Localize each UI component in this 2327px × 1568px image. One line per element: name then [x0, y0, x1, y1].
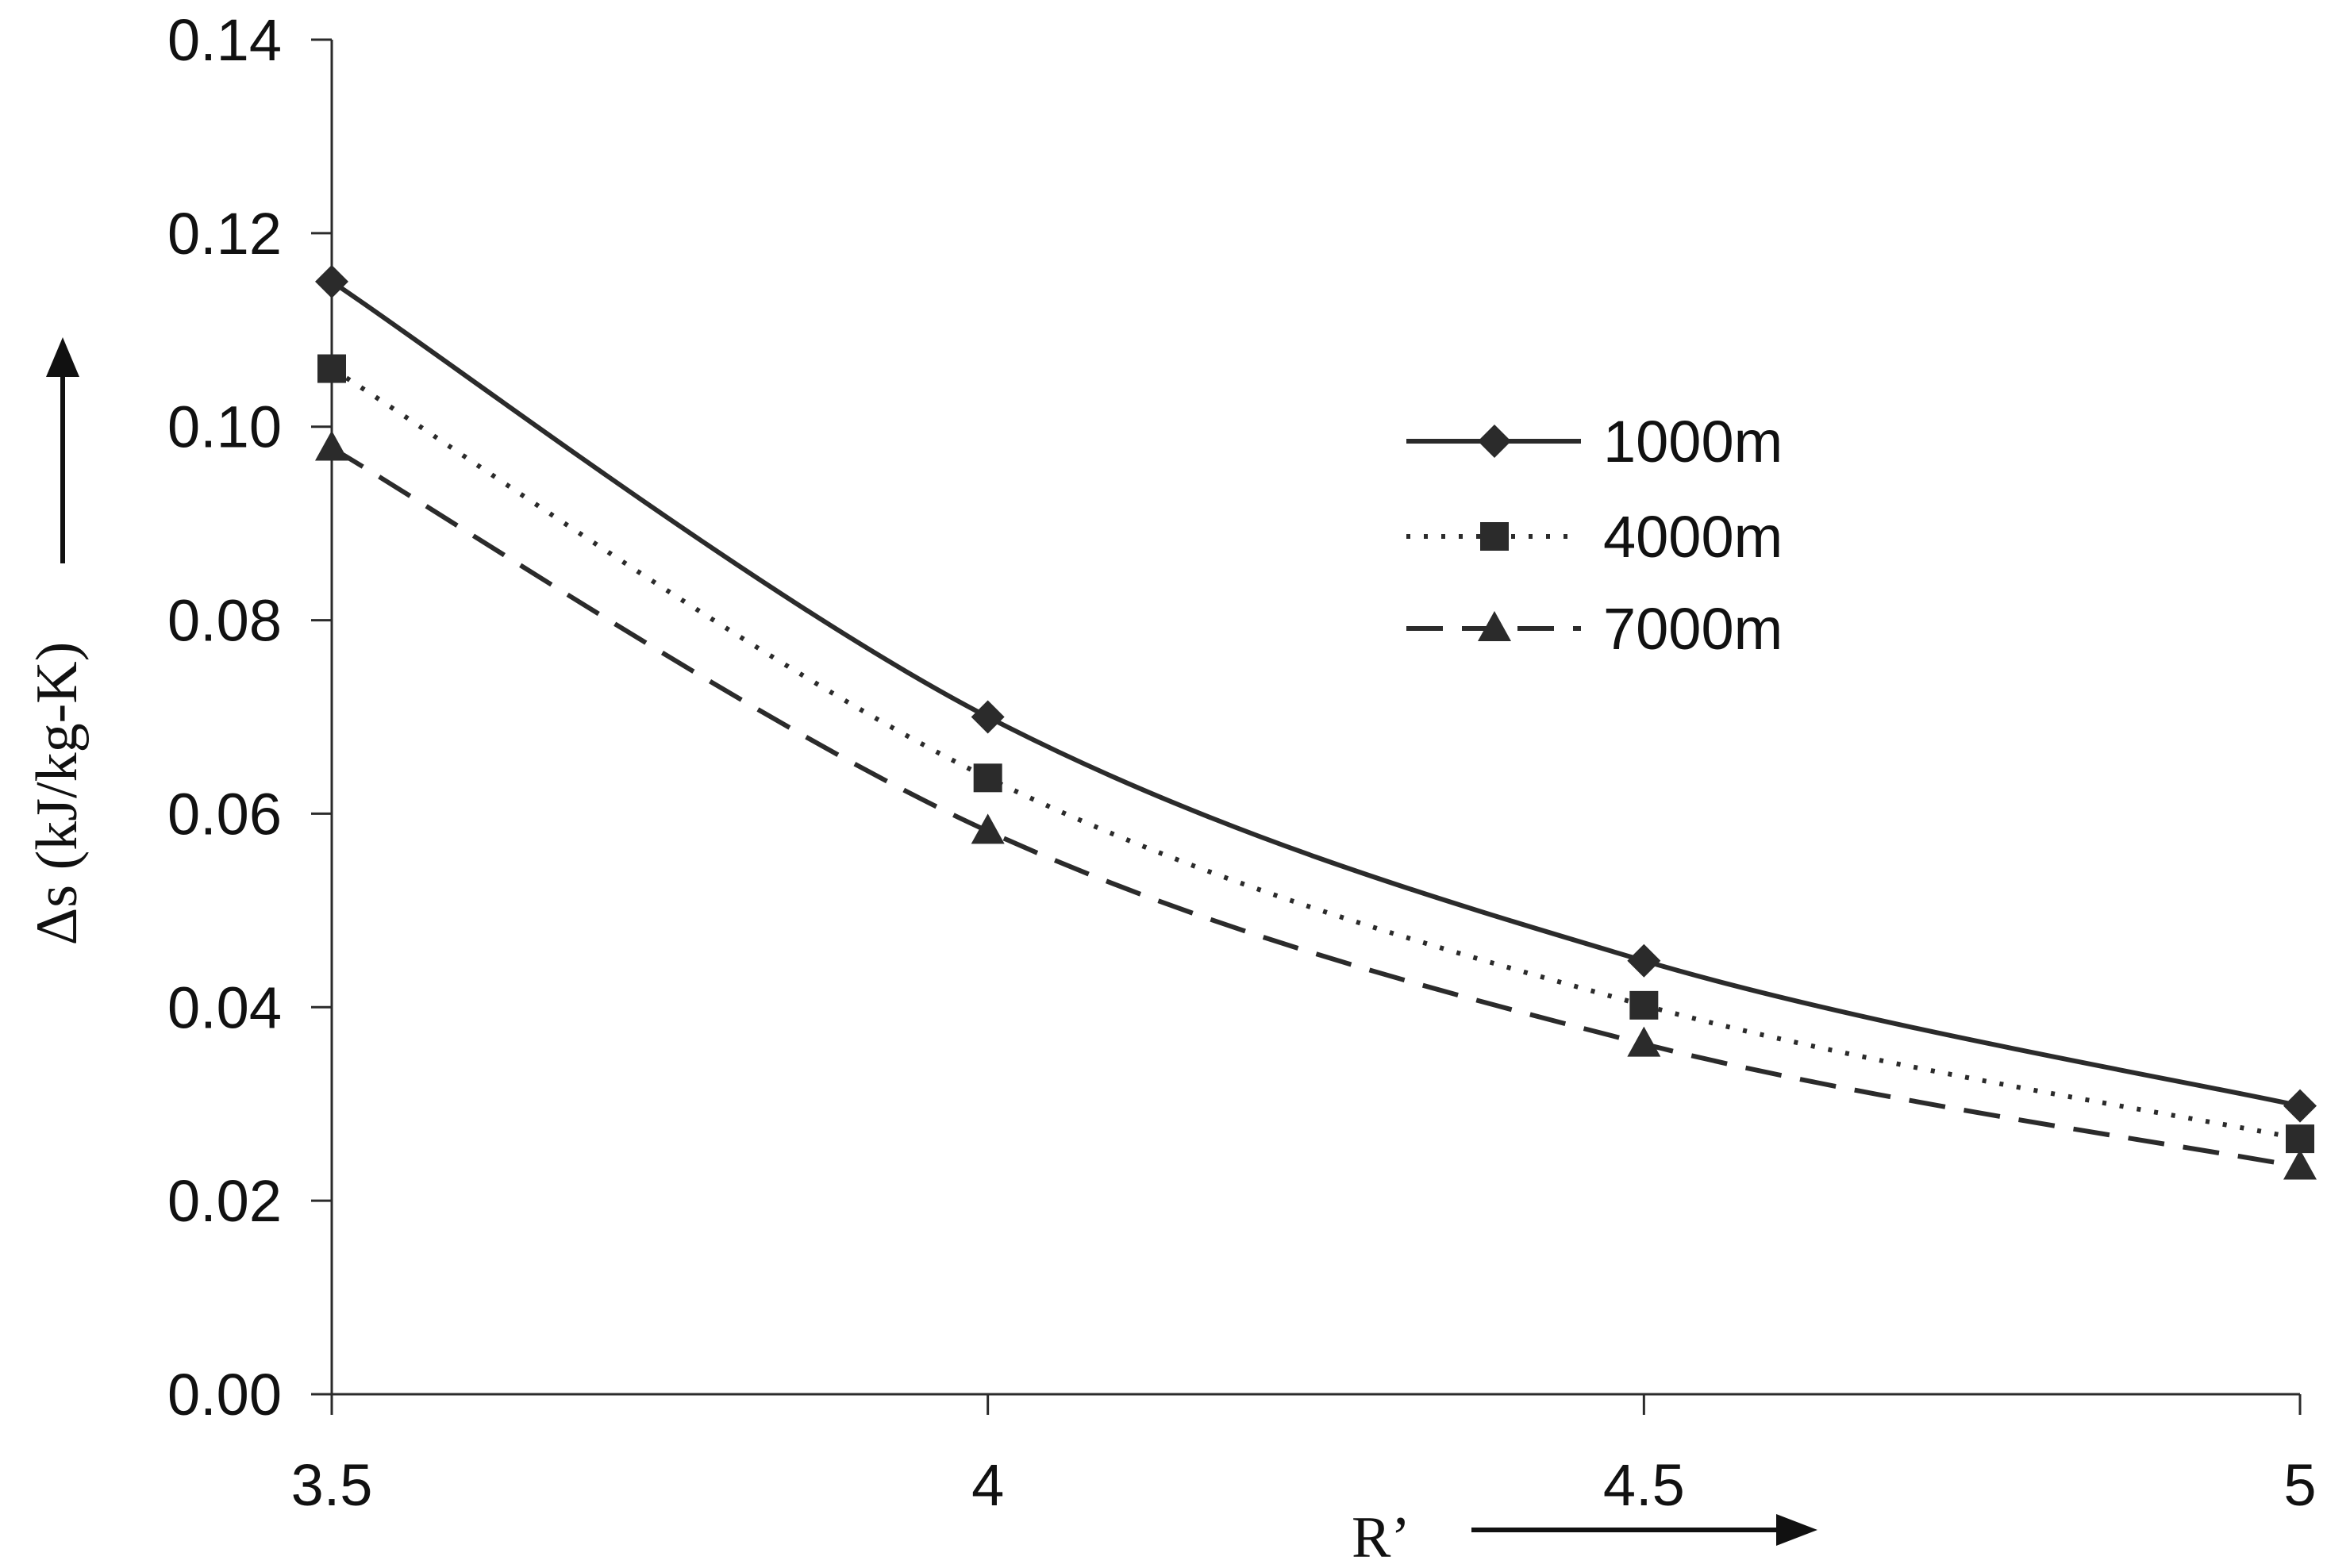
- legend-entry-4000m: 4000m: [1406, 504, 1783, 570]
- legend-entry-1000m: 1000m: [1406, 409, 1783, 475]
- series-1000m: [315, 264, 2317, 1123]
- legend-marker: [1478, 611, 1511, 641]
- series: [315, 264, 2317, 1180]
- series-line: [330, 445, 2301, 1170]
- y-tick-label: 0.10: [167, 394, 282, 460]
- legend-marker: [1478, 425, 1511, 458]
- series-4000m: [317, 354, 2314, 1154]
- y-tick-label: 0.04: [167, 974, 282, 1040]
- data-point: [1627, 1026, 1661, 1057]
- data-point: [1627, 943, 1661, 978]
- y-tick-label: 0.12: [167, 201, 282, 267]
- x-axis-arrow-head: [1776, 1514, 1817, 1546]
- y-tick-label: 0.00: [167, 1362, 282, 1428]
- series-7000m: [315, 430, 2317, 1180]
- data-point: [2283, 1149, 2317, 1180]
- legend-entry-7000m: 7000m: [1406, 596, 1783, 662]
- data-point: [317, 354, 346, 383]
- y-tick-label: 0.14: [167, 7, 282, 73]
- data-point: [2283, 1089, 2317, 1123]
- y-tick-label: 0.06: [167, 781, 282, 847]
- data-point: [971, 813, 1005, 844]
- y-tick-label: 0.02: [167, 1168, 282, 1234]
- legend-marker: [1480, 522, 1509, 551]
- axes: [330, 40, 2300, 1396]
- y-axis-title: Δs (kJ/kg-K): [25, 642, 90, 946]
- data-point: [973, 763, 1002, 793]
- legend: 1000m 4000m 7000m: [1406, 409, 1783, 662]
- y-axis-arrow-head: [46, 337, 79, 377]
- legend-label: 7000m: [1603, 596, 1783, 662]
- data-point: [971, 700, 1005, 734]
- data-point: [1629, 990, 1659, 1020]
- x-tick-label: 4: [971, 1452, 1004, 1518]
- data-point: [315, 264, 348, 298]
- series-line: [330, 279, 2301, 1109]
- x-axis-title: R’: [1352, 1505, 1410, 1568]
- y-tick-label: 0.08: [167, 588, 282, 654]
- legend-label: 4000m: [1603, 504, 1783, 570]
- x-tick-label: 4.5: [1603, 1452, 1685, 1518]
- data-point: [315, 430, 348, 461]
- data-point: [2286, 1124, 2314, 1154]
- x-axis-ticks: 3.5 4 4.5 5: [291, 1394, 2317, 1518]
- y-axis-ticks: 0.00 0.02 0.04 0.06 0.08 0.10 0.12 0.14: [167, 7, 332, 1428]
- x-tick-label: 5: [2283, 1452, 2316, 1518]
- x-tick-label: 3.5: [291, 1452, 373, 1518]
- legend-label: 1000m: [1603, 409, 1783, 475]
- series-line: [330, 367, 2301, 1142]
